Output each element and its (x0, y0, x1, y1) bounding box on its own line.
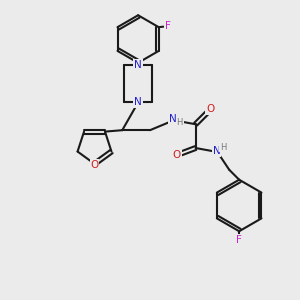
Text: O: O (90, 160, 99, 170)
Text: H: H (220, 142, 226, 152)
Text: O: O (206, 104, 214, 114)
Text: H: H (176, 118, 183, 127)
Text: N: N (212, 146, 220, 156)
Text: N: N (134, 98, 142, 107)
Text: N: N (169, 114, 177, 124)
Text: N: N (134, 60, 142, 70)
Text: F: F (236, 235, 242, 245)
Text: F: F (165, 21, 171, 31)
Text: O: O (172, 150, 181, 160)
